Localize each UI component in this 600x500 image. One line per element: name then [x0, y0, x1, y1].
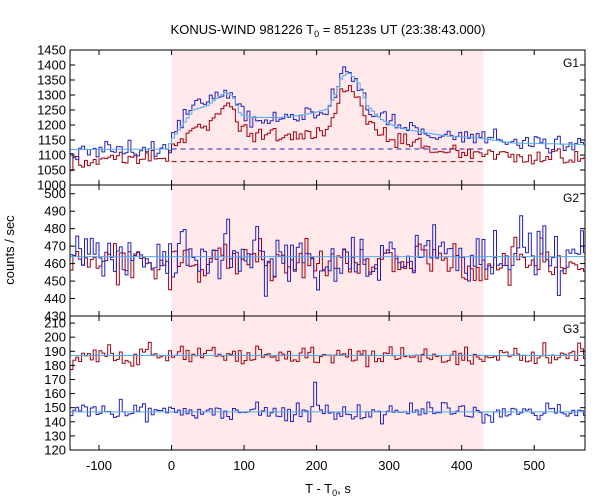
y-tick-label: 1450: [37, 43, 66, 58]
chart-title: KONUS-WIND 981226 T0 = 85123s UT (23:38:…: [171, 22, 486, 39]
y-tick-label: 500: [44, 186, 66, 201]
y-tick-label: 1000: [37, 178, 66, 193]
panel-g1-curves: [70, 66, 585, 171]
series-blue-g3: [70, 381, 585, 425]
x-tick-label: 200: [306, 458, 328, 473]
y-tick-label: 140: [44, 414, 66, 429]
y-tick-label: 470: [44, 239, 66, 254]
y-tick-label: 120: [44, 443, 66, 458]
y-tick-label: 1100: [38, 148, 66, 163]
y-tick-label: 1050: [37, 163, 66, 178]
y-tick-label: 150: [44, 400, 66, 415]
y-tick-label: 480: [44, 221, 66, 236]
panel-g3-frame: [69, 315, 586, 451]
y-tick-label: 440: [44, 291, 66, 306]
x-tick-label: -100: [86, 458, 112, 473]
y-tick-label: 130: [44, 428, 66, 443]
y-tick-label: 180: [44, 358, 66, 373]
x-axis-label: T - T0, s: [305, 481, 351, 498]
y-tick-label: 1150: [38, 133, 66, 148]
y-tick-label: 1350: [37, 73, 66, 88]
fit-line-g1: [70, 72, 585, 151]
series-red-g2: [70, 236, 585, 291]
y-tick-label: 200: [44, 330, 66, 345]
x-tick-label: 500: [523, 458, 545, 473]
y-tick-label: 190: [44, 344, 66, 359]
x-tick-label: 0: [168, 458, 175, 473]
x-tick-label: 300: [378, 458, 400, 473]
series-red-g1: [70, 85, 585, 171]
y-axis-label: counts / sec: [2, 215, 17, 285]
y-tick-label: 450: [44, 274, 66, 289]
y-tick-label: 1200: [37, 118, 66, 133]
y-tick-label: 1400: [37, 58, 66, 73]
y-tick-label: 170: [44, 372, 66, 387]
panel-label-g2: G2: [563, 191, 579, 205]
y-tick-label: 490: [44, 204, 66, 219]
y-tick-label: 1300: [37, 88, 66, 103]
x-tick-label: 100: [233, 458, 255, 473]
plot-layer: 1000105011001150120012501300135014001450…: [37, 43, 586, 473]
panel-label-g3: G3: [563, 322, 579, 336]
panel-label-g1: G1: [563, 56, 579, 70]
panel-g3-curves: [70, 341, 585, 425]
y-tick-label: 1250: [37, 103, 66, 118]
y-tick-label: 430: [44, 309, 66, 324]
panel-g2-curves: [70, 215, 585, 297]
series-blue-g2: [70, 215, 585, 297]
y-tick-label: 160: [44, 386, 66, 401]
y-tick-label: 460: [44, 256, 66, 271]
y-tick-label: 210: [44, 316, 66, 331]
x-tick-label: 400: [451, 458, 473, 473]
